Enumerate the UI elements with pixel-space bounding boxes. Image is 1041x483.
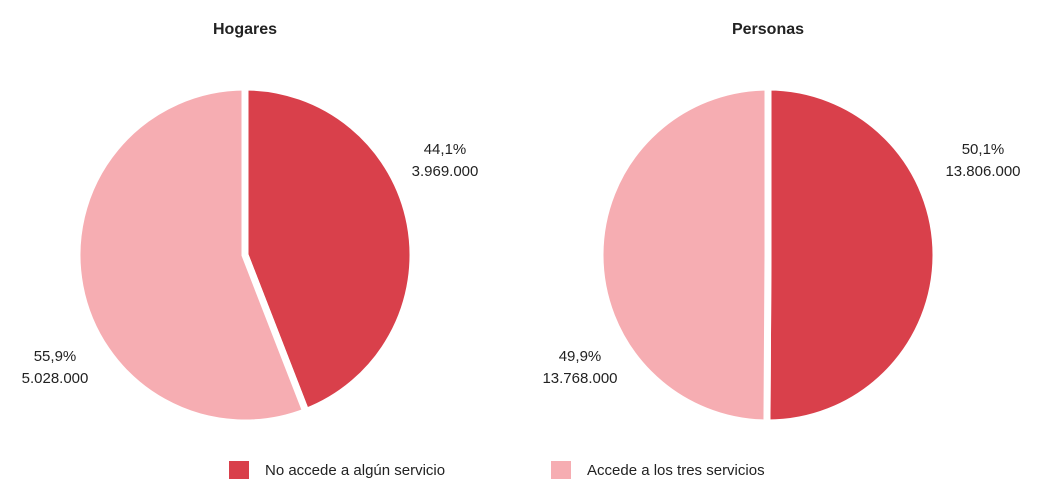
count-label: 5.028.000 [22,370,89,387]
pie-slice [241,83,417,417]
pie-slice [763,83,940,427]
legend-swatch [229,461,249,479]
value-label: 49,9% [559,348,602,365]
legend-label: Accede a los tres servicios [587,462,765,479]
pie-slice [73,83,311,427]
count-label: 3.969.000 [412,163,479,180]
pie-slice [596,83,772,427]
value-label: 44,1% [424,141,467,158]
count-label: 13.806.000 [945,163,1020,180]
chart-title: Hogares [213,21,277,38]
legend-label: No accede a algún servicio [265,462,445,479]
value-label: 50,1% [962,141,1005,158]
value-label: 55,9% [34,348,77,365]
legend-swatch [551,461,571,479]
count-label: 13.768.000 [542,370,617,387]
chart-title: Personas [732,21,804,38]
